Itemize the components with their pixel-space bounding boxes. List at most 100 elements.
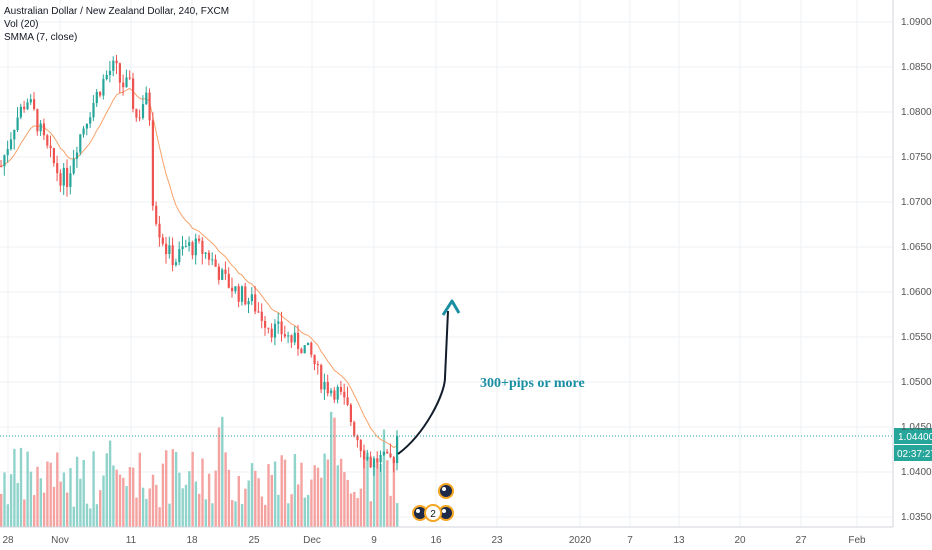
volume-bar bbox=[194, 481, 198, 527]
volume-bars bbox=[0, 411, 399, 527]
candle-body bbox=[250, 294, 253, 302]
candle-body bbox=[353, 422, 356, 436]
candlesticks bbox=[0, 54, 399, 476]
candle-body bbox=[178, 249, 181, 263]
smma-indicator-label[interactable]: SMMA (7, close) bbox=[4, 32, 78, 43]
candle-body bbox=[99, 91, 102, 96]
candle-body bbox=[221, 269, 224, 280]
candle-body bbox=[356, 435, 359, 441]
candle-body bbox=[52, 148, 55, 164]
volume-bar bbox=[6, 504, 9, 527]
volume-bar bbox=[95, 504, 99, 527]
candle-body bbox=[372, 458, 376, 468]
candle-body bbox=[320, 365, 323, 390]
candle-body bbox=[194, 238, 197, 256]
price-tick-label: 1.04000 bbox=[901, 467, 932, 478]
volume-bar bbox=[353, 491, 356, 527]
candle-body bbox=[105, 74, 108, 80]
volume-bar bbox=[316, 467, 320, 527]
time-tick-label: 2020 bbox=[569, 535, 592, 546]
volume-bar bbox=[254, 470, 257, 527]
volume-bar bbox=[287, 503, 290, 527]
candle-body bbox=[290, 335, 293, 343]
volume-bar bbox=[349, 493, 353, 527]
candle-body bbox=[102, 79, 105, 96]
candle-body bbox=[33, 99, 36, 110]
candle-body bbox=[59, 173, 62, 186]
volume-bar bbox=[277, 494, 280, 527]
candle-body bbox=[158, 223, 161, 238]
volume-bar bbox=[356, 498, 359, 527]
candle-body bbox=[188, 242, 191, 246]
volume-bar bbox=[0, 493, 3, 527]
volume-bar bbox=[155, 484, 158, 527]
time-tick-label: 11 bbox=[126, 535, 137, 546]
candle-body bbox=[145, 92, 148, 105]
candle-body bbox=[392, 457, 395, 464]
candle-body bbox=[267, 327, 270, 329]
time-tick-label: Dec bbox=[303, 535, 321, 546]
volume-bar bbox=[26, 451, 29, 527]
candle-body bbox=[363, 451, 366, 460]
volume-bar bbox=[13, 448, 16, 527]
candle-body bbox=[234, 286, 237, 292]
volume-bar bbox=[115, 469, 118, 527]
volume-bar bbox=[49, 462, 52, 527]
candle-body bbox=[313, 354, 316, 365]
candle-body bbox=[184, 245, 187, 247]
volume-bar bbox=[82, 459, 85, 527]
candle-body bbox=[316, 364, 319, 366]
candle-body bbox=[128, 77, 131, 79]
candle-body bbox=[386, 451, 389, 454]
volume-bar bbox=[69, 468, 72, 527]
volume-bar bbox=[158, 507, 161, 527]
volume-bar bbox=[105, 453, 108, 527]
candle-body bbox=[244, 286, 247, 305]
candle-body bbox=[359, 440, 362, 452]
volume-bar bbox=[79, 478, 82, 527]
candle-body bbox=[214, 259, 217, 267]
volume-bar bbox=[273, 461, 277, 527]
volume-bar bbox=[247, 480, 250, 527]
volume-bar bbox=[211, 503, 214, 527]
volume-bar bbox=[168, 503, 171, 527]
projection-arrow bbox=[397, 299, 461, 455]
candle-body bbox=[396, 436, 399, 464]
volume-bar bbox=[310, 479, 313, 527]
arrow-head bbox=[441, 299, 461, 316]
volume-bar bbox=[122, 477, 125, 527]
volume-bar bbox=[62, 472, 66, 527]
volume-bar bbox=[102, 475, 105, 527]
volume-bar bbox=[372, 464, 376, 527]
candle-body bbox=[165, 243, 168, 255]
event-badges[interactable]: 2 bbox=[412, 483, 454, 522]
volume-bar bbox=[39, 478, 42, 527]
smma-line-layer bbox=[0, 87, 398, 449]
volume-bar bbox=[112, 465, 115, 527]
candle-body bbox=[56, 163, 59, 174]
candle-body bbox=[333, 390, 336, 400]
candle-body bbox=[151, 120, 154, 206]
price-tick-label: 1.08000 bbox=[901, 107, 932, 118]
volume-bar bbox=[221, 416, 224, 527]
volume-bar bbox=[396, 503, 399, 527]
time-tick-label: 18 bbox=[186, 535, 198, 546]
volume-bar bbox=[227, 469, 231, 527]
candle-body bbox=[72, 158, 75, 174]
symbol-title[interactable]: Australian Dollar / New Zealand Dollar, … bbox=[4, 6, 230, 17]
candle-body bbox=[132, 78, 135, 109]
volume-bar bbox=[3, 472, 6, 527]
candle-body bbox=[326, 381, 329, 394]
volume-bar bbox=[270, 474, 273, 527]
volume-bar bbox=[188, 471, 191, 527]
candle-body bbox=[336, 386, 339, 400]
time-tick-label: 7 bbox=[627, 535, 633, 546]
volume-bar bbox=[359, 488, 363, 527]
volume-bar bbox=[313, 465, 316, 527]
candle-body bbox=[379, 454, 382, 463]
volume-indicator-label[interactable]: Vol (20) bbox=[4, 19, 39, 30]
event-badge-dot bbox=[416, 509, 420, 513]
volume-bar bbox=[92, 451, 95, 527]
